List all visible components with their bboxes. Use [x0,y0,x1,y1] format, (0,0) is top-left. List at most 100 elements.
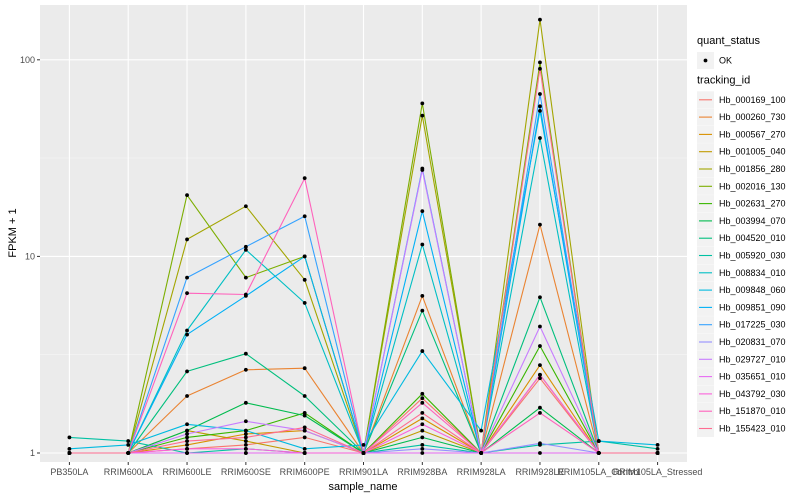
data-point [420,410,425,415]
data-point [126,439,131,443]
data-point [420,416,425,421]
data-point [302,428,307,433]
legend-label: Hb_029727_010 [719,354,786,364]
data-point [185,432,189,436]
data-point [538,372,542,377]
legend-label: Hb_001005_040 [719,147,786,157]
data-point [479,428,484,433]
data-point [655,442,660,447]
legend-label: OK [719,56,732,66]
data-point [420,428,425,433]
data-point [185,332,189,337]
legend-label: Hb_002631_270 [719,199,786,209]
legend-label: Hb_043792_030 [719,389,786,399]
legend-label: Hb_004520_010 [719,233,786,243]
data-point [302,277,307,282]
data-point [538,344,542,348]
data-point [243,428,248,433]
data-point [243,419,248,424]
data-point [420,101,425,106]
data-point [420,242,425,247]
data-point [126,451,131,455]
data-point [302,451,307,455]
data-point [185,428,189,433]
data-point [243,247,248,252]
data-point [302,254,307,259]
data-point [243,442,248,447]
y-axis-title: FPKM + 1 [7,208,19,257]
data-point [243,439,248,443]
data-point [302,301,307,305]
legend-label: Hb_000567_270 [719,129,786,139]
data-point [243,435,248,440]
data-point [243,446,248,451]
x-tick-label: RRIM928LE [515,467,564,477]
x-tick-label: RRIM928LA [457,467,506,477]
data-point [655,446,660,451]
data-point [538,441,542,446]
data-point [655,451,660,455]
y-axis: 1 10 100 [20,55,40,458]
legend-label: Hb_001856_280 [719,164,786,174]
data-point [420,349,425,353]
data-point [302,214,307,219]
data-point [596,451,601,455]
x-tick-label: RRIM600PE [280,467,330,477]
data-point [185,237,189,242]
x-tick-label: RRIM105LA_Stressed [613,467,703,477]
data-point [420,396,425,401]
x-tick-label: RRIM901LA [339,467,388,477]
data-point [420,168,425,172]
data-point [302,413,307,418]
data-point [185,394,189,398]
data-point [243,204,248,209]
data-point [302,394,307,398]
data-point [538,17,542,22]
data-point [185,446,189,451]
legend-label: Hb_008834_010 [719,268,786,278]
data-point [185,422,189,427]
data-point [185,442,189,447]
legend-label: Hb_151870_010 [719,406,786,416]
legend-label: Hb_020831_070 [719,337,786,347]
data-point [302,425,307,430]
x-axis: PB350LA RRIM600LA RRIM600LE RRIM600SE RRIM60… [50,462,702,477]
data-point [420,435,425,440]
data-point [538,405,542,410]
data-point [185,439,189,443]
data-point [67,435,72,440]
data-point [420,209,425,213]
x-tick-label: RRIM600LA [104,467,153,477]
data-point [538,324,542,329]
data-point [243,367,248,372]
legend-label: Hb_009851_090 [719,302,786,312]
data-point [302,410,307,415]
data-point [538,136,542,140]
data-point [185,369,189,374]
data-point [420,400,425,405]
data-point [420,446,425,451]
data-point [538,363,542,367]
legend: quant_status OK tracking_id Hb_000169_100 Hb… [697,35,786,437]
x-tick-label: PB350LA [50,467,88,477]
legend-title: quant_status [697,35,760,47]
data-point [479,451,484,455]
data-point [420,442,425,447]
legend-title: tracking_id [697,74,750,86]
data-point [67,451,72,455]
data-point [538,104,542,109]
data-point [538,410,542,415]
legend-label: Hb_003994_070 [719,216,786,226]
data-point [302,366,307,371]
legend-label: Hb_002016_130 [719,181,786,191]
y-tick-label: 100 [20,55,35,65]
data-point [538,222,542,227]
data-point [361,442,366,447]
data-point [420,113,425,118]
data-point [243,292,248,297]
legend-label: Hb_009848_060 [719,285,786,295]
data-point [243,432,248,436]
x-tick-label: RRIM600SE [221,467,271,477]
data-point [538,108,542,113]
data-point [185,275,189,280]
